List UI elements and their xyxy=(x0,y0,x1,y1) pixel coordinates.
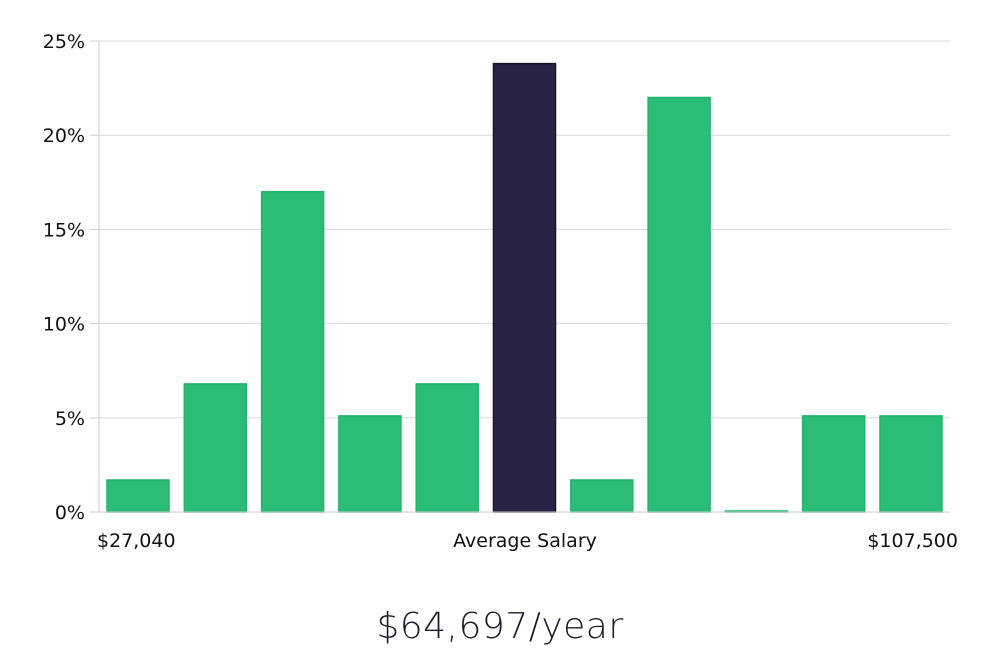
bar xyxy=(338,415,402,513)
y-tick-label: 25% xyxy=(43,31,85,53)
bar xyxy=(647,96,711,513)
y-tick-label: 0% xyxy=(55,502,85,524)
y-tick-label: 10% xyxy=(43,314,85,336)
y-tick-label: 15% xyxy=(43,219,85,241)
average-salary-summary: $64,697/year xyxy=(376,606,624,647)
x-label-average: Average Salary xyxy=(453,530,597,552)
bar xyxy=(415,383,479,513)
axes xyxy=(98,41,950,513)
bar xyxy=(879,415,943,513)
x-label-max: $107,500 xyxy=(867,530,958,552)
bars xyxy=(106,62,943,513)
bar xyxy=(570,479,634,513)
bar xyxy=(183,383,248,513)
bar xyxy=(106,479,170,513)
y-tick-label: 5% xyxy=(55,408,85,430)
bar xyxy=(260,190,325,513)
y-tick-labels: 0% 5% 10% 15% 20% 25% xyxy=(43,31,99,524)
x-axis-labels: $27,040 Average Salary $107,500 xyxy=(97,530,958,552)
bar-average-salary xyxy=(492,62,557,513)
x-label-min: $27,040 xyxy=(97,530,176,552)
bar xyxy=(801,415,866,513)
y-tick-label: 20% xyxy=(43,125,85,147)
